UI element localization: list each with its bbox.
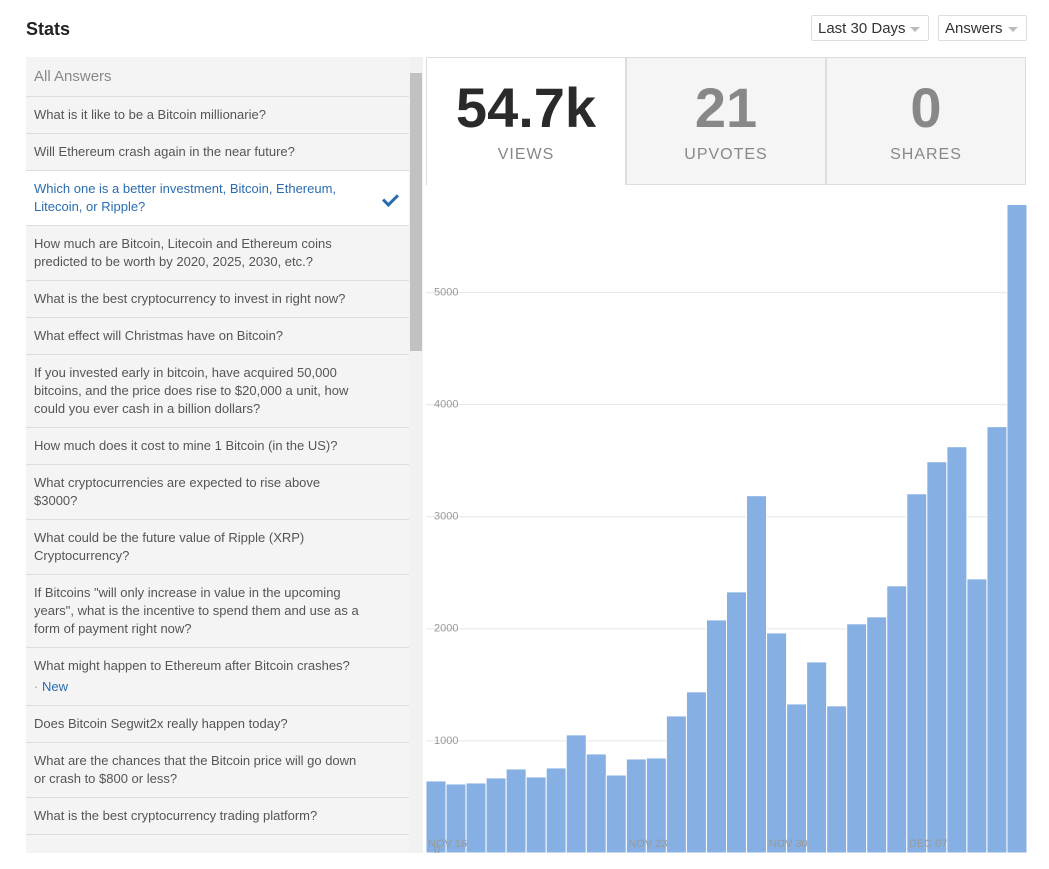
answer-item[interactable]: If Bitcoins "will only increase in value… [26,575,409,648]
bar [746,495,768,853]
new-tag: New [34,678,359,696]
answer-item[interactable]: How much are Bitcoin, Litecoin and Ether… [26,226,409,281]
bar [986,426,1008,853]
chart: 0 1000 2000 3000 4000 5000 NOV 16 NOV 23 NOV 30 D… [426,204,1027,853]
stat-box[interactable]: 0 SHARES [826,57,1026,185]
answer-text: Which one is a better investment, Bitcoi… [34,181,337,214]
bar [685,691,707,853]
bar [545,767,567,853]
answer-text: Does Bitcoin Segwit2x really happen toda… [34,716,288,731]
stat-label: UPVOTES [684,146,768,163]
x-tick-label: NOV 30 [769,838,808,850]
stat-box[interactable]: 54.7k VIEWS [426,57,626,185]
answer-text: What could be the future value of Ripple… [34,530,305,563]
y-tick-label: 2000 [434,623,458,635]
bar [585,753,607,853]
stat-value: 54.7k [455,76,597,139]
bar [966,578,988,853]
answer-item[interactable]: Does Bitcoin Segwit2x really happen toda… [26,706,409,743]
stat-box[interactable]: 21 UPVOTES [626,57,826,185]
x-tick-label: DEC 07 [909,838,948,850]
y-tick-label: 4000 [434,399,458,411]
bar [926,461,948,853]
content-dropdown[interactable]: Answers [938,15,1027,41]
bar [726,591,748,853]
answer-item[interactable]: Will Ethereum crash again in the near fu… [26,134,409,171]
y-tick-label: 0 [434,845,440,853]
answer-text: If Bitcoins "will only increase in value… [34,585,359,636]
answer-text: How much are Bitcoin, Litecoin and Ether… [34,236,332,269]
bar [565,734,587,853]
bar [705,619,728,853]
y-tick-label: 1000 [434,735,458,747]
answer-text: If you invested early in bitcoin, have a… [34,365,349,416]
answer-item[interactable]: What is the best cryptocurrency to inves… [26,281,409,318]
answer-text: What effect will Christmas have on Bitco… [34,328,284,343]
answer-text: Will Ethereum crash again in the near fu… [34,144,295,159]
answer-text: What might happen to Ethereum after Bitc… [34,658,350,673]
range-dropdown[interactable]: Last 30 Days [811,15,929,41]
x-tick-label: NOV 16 [428,838,467,850]
answer-item[interactable]: What effect will Christmas have on Bitco… [26,318,409,355]
bar [1006,204,1027,853]
answer-item[interactable]: What is it like to be a Bitcoin milliona… [26,97,409,134]
y-tick-label: 3000 [434,511,458,523]
bar [806,661,828,853]
stat-label: VIEWS [497,146,555,163]
bar [485,777,507,853]
bar [665,715,687,853]
bar [906,493,928,853]
bar [946,446,968,853]
bar [826,705,848,853]
answer-item[interactable]: Which one is a better investment, Bitcoi… [26,171,409,226]
answer-list: All Answers What is it like to be a Bitc… [26,57,409,853]
x-tick-label: NOV 23 [628,838,667,850]
answer-text: What are the chances that the Bitcoin pr… [34,753,357,786]
scrollbar[interactable] [409,57,423,853]
stat-label: SHARES [890,146,962,163]
bar [866,616,888,853]
page-title: Stats [26,19,71,39]
stat-value: 0 [910,76,942,139]
bar [786,703,808,853]
bar [886,585,908,853]
bar [465,782,487,853]
bar [505,768,527,853]
answer-text: What is it like to be a Bitcoin milliona… [34,107,266,122]
answer-item[interactable]: What could be the future value of Ripple… [26,520,409,575]
y-tick-label: 5000 [434,287,458,299]
answer-text: What is the best cryptocurrency trading … [34,808,318,823]
bar [605,774,627,853]
answer-item[interactable]: What is the best cryptocurrency trading … [26,798,409,835]
answer-item[interactable]: What might happen to Ethereum after Bitc… [26,648,409,706]
answer-text: What is the best cryptocurrency to inves… [34,291,346,306]
answer-text: What cryptocurrencies are expected to ri… [34,475,321,508]
bar [766,632,788,853]
bar [525,776,547,853]
answer-text: How much does it cost to mine 1 Bitcoin … [34,438,338,453]
answer-item[interactable]: What cryptocurrencies are expected to ri… [26,465,409,520]
bar [846,623,868,853]
answer-item[interactable]: If you invested early in bitcoin, have a… [26,355,409,428]
scroll-thumb[interactable] [410,73,422,351]
answer-item[interactable]: How much does it cost to mine 1 Bitcoin … [26,428,409,465]
answer-item[interactable]: What are the chances that the Bitcoin pr… [26,743,409,798]
list-header[interactable]: All Answers [26,57,409,97]
stat-value: 21 [694,76,758,139]
